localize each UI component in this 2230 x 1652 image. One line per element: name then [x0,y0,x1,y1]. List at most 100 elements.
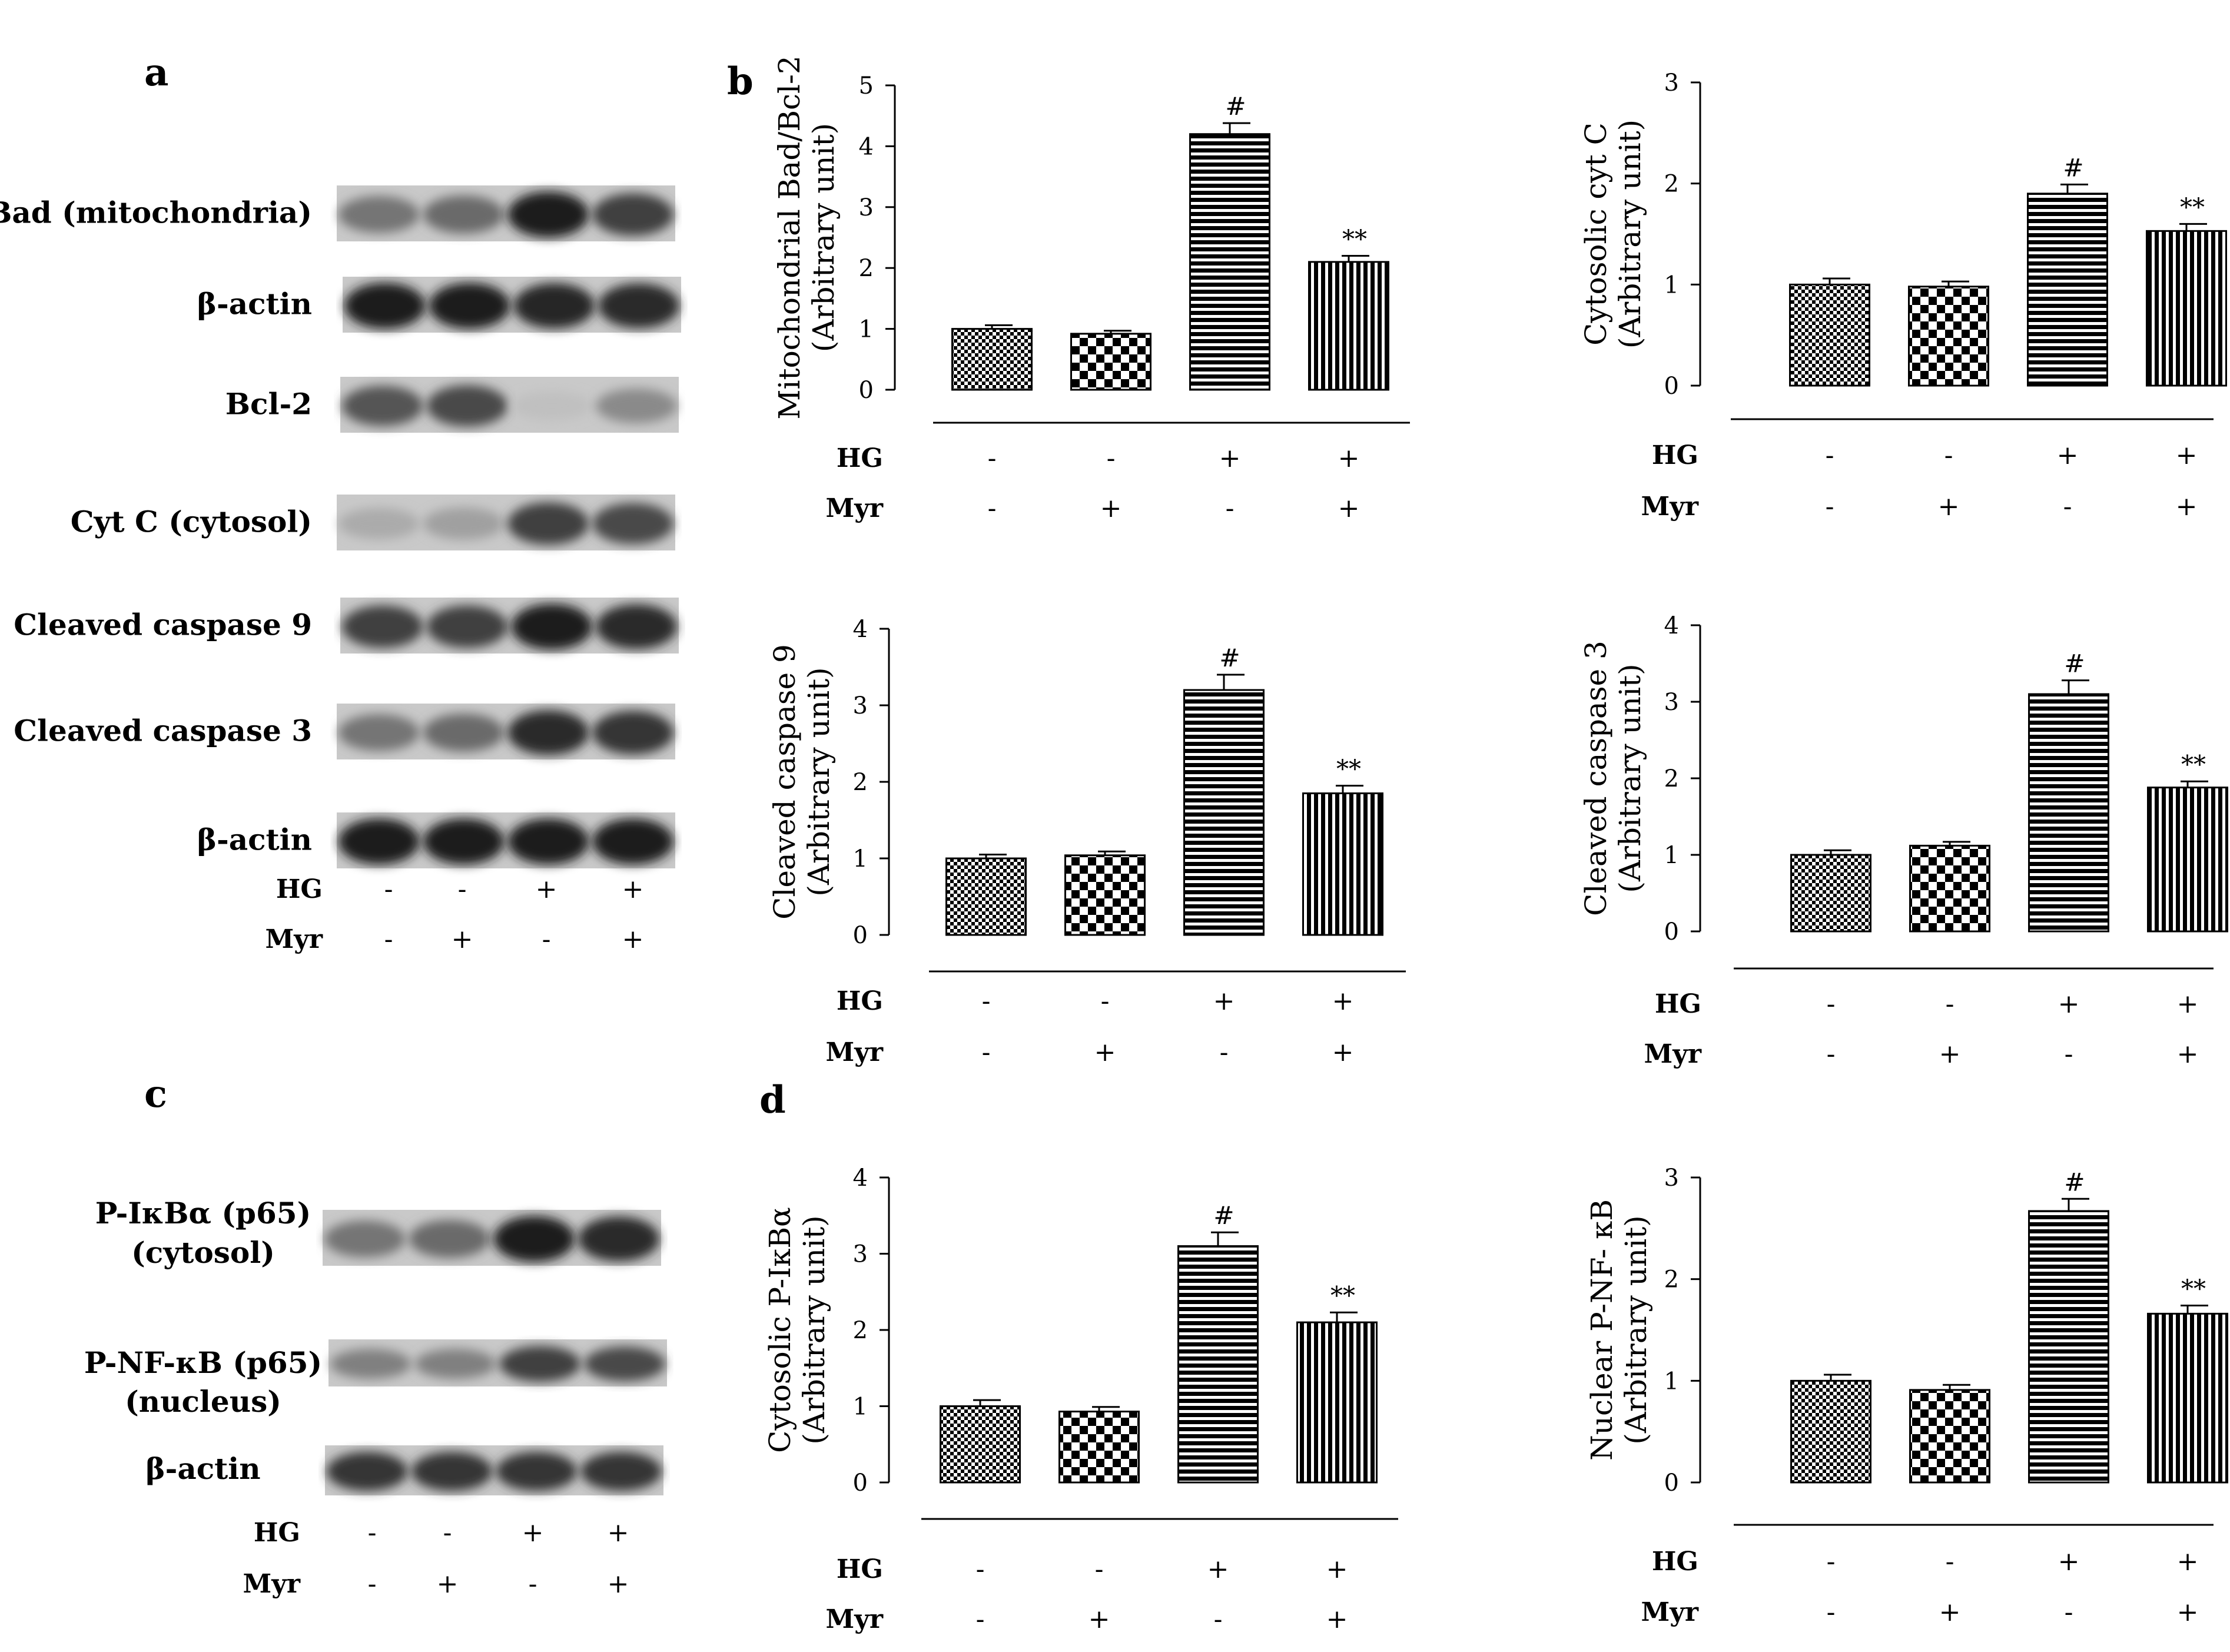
chart-2-myr-sign-1: - [1826,492,1834,522]
blot-a-1 [337,185,675,241]
blot-c-label-2-line-2: (nucleus) [125,1384,281,1419]
chart-4-tick-label-1: 1 [1664,842,1679,869]
chart-1-hg-sign-2: - [1107,443,1116,473]
chart-1-tick-label-0: 0 [859,377,874,404]
blot-c-label-2-line-1: P-NF-κB (p65) [84,1345,322,1380]
chart-1-myr-sign-2: + [1100,493,1122,523]
blot-c-1-band-3 [493,1216,575,1262]
blot-a-5-band-1 [341,605,423,648]
blot-a-label-6: Cleaved caspase 3 [14,714,312,748]
panel-label-c: c [144,1072,167,1116]
chart-5-myr-label: Myr [826,1604,884,1634]
blot-a-label-3: Bcl-2 [225,387,312,422]
chart-2-bar-1 [1789,283,1870,387]
chart-6-tick-label-2: 2 [1664,1266,1679,1293]
chart-6-ylabel-line-2: (Arbitrary unit) [1619,1215,1653,1444]
blot-c-1 [323,1210,661,1266]
chart-5-myr-sign-2: + [1089,1604,1110,1634]
blot-c-3-band-1 [326,1452,408,1491]
chart-2-hg-sign-2: - [1944,440,1953,470]
blot-a-3-band-1 [341,386,423,426]
chart-3-myr-label: Myr [826,1037,884,1067]
chart-1-hg-sign-1: - [988,443,997,473]
chart-5-ylabel: Cytosolic P-IκBα (Arbitrary unit) [763,1207,831,1453]
blot-a-7-band-1 [338,818,420,865]
blot-c-hg-label: HG [254,1518,300,1548]
chart-1-annotation-3: # [1225,92,1246,121]
blot-a-hg-sign-4: + [622,874,644,904]
chart-3-bar-3 [1183,689,1265,936]
chart-6-hg-sign-4: + [2177,1547,2199,1577]
panel-label-a: a [144,51,168,95]
chart-6-tick-label-1: 1 [1664,1368,1679,1395]
blot-a-4-band-1 [338,507,420,540]
chart-5-bar-4 [1296,1321,1378,1484]
western-blot-layer: Bad (mitochondria) β-actin Bcl-2 Cyt C (cyt… [0,185,681,1599]
chart-2-ylabel-line-2: (Arbitrary unit) [1613,120,1647,349]
chart-3-tick-label-4: 4 [853,616,868,643]
chart-4-ylabel-line-1: Cleaved caspase 3 [1579,641,1613,916]
blot-a-3-band-3 [511,391,593,421]
chart-6-bar-4 [2147,1312,2228,1484]
chart-2-tick-label-1: 1 [1664,271,1679,298]
chart-6-tick-label-3: 3 [1664,1165,1679,1192]
chart-1-tick-label-2: 2 [859,255,874,282]
chart-3-bar-1 [945,857,1027,936]
blot-a-7 [337,812,675,868]
chart-5-myr-sign-3: - [1214,1604,1223,1634]
blot-c-3-band-4 [580,1452,662,1491]
chart-6-annotation-4: ** [2181,1275,2206,1303]
chart-5-bar-2 [1058,1411,1140,1484]
chart-3: 0 1 2 3 4 Cleaved caspase 9 (Arbitrary unit) # *… [768,616,1406,1067]
chart-2-myr-label: Myr [1641,492,1699,522]
blot-a-5 [340,598,679,653]
blot-c-2-band-4 [584,1346,666,1382]
blot-a-hg-sign-2: - [458,874,467,904]
chart-2-hg-sign-4: + [2176,440,2198,470]
blot-c-label-3-line-1: β-actin [145,1451,260,1486]
chart-4-annotation-4: ** [2181,750,2206,779]
chart-5-hg-sign-3: + [1207,1554,1229,1584]
chart-2-tick-label-3: 3 [1664,69,1679,97]
blot-a-hg-sign-1: - [384,874,393,904]
chart-2-annotation-4: ** [2180,193,2205,221]
chart-1-hg-sign-3: + [1219,443,1241,473]
chart-1-myr-sign-1: - [988,493,997,523]
chart-1-bar-4 [1308,261,1389,391]
blot-c-myr-label: Myr [243,1569,301,1599]
blot-a-myr-sign-3: - [542,924,551,954]
chart-4-myr-sign-2: + [1939,1039,1961,1069]
blot-a-1-band-2 [423,195,505,234]
blot-a-4-band-4 [592,503,674,545]
blot-c-2-band-2 [414,1349,496,1379]
blot-a-label-7: β-actin [197,822,312,857]
blot-c-hg-sign-3: + [522,1518,544,1548]
blot-a-2-band-1 [344,283,426,329]
chart-2: 0 1 2 3 Cytosolic cyt C (Arbitrary unit) # ** HG… [1579,69,2227,522]
chart-1-myr-label: Myr [826,493,884,523]
blot-c-2-band-3 [499,1346,581,1382]
blot-a-7-band-3 [507,818,589,865]
blot-a-7-band-4 [592,818,674,865]
chart-3-myr-sign-1: - [982,1037,991,1067]
blot-c-myr-sign-2: + [437,1569,459,1599]
chart-1-ylabel-line-2: (Arbitrary unit) [807,123,841,352]
chart-3-tick-label-2: 2 [853,769,868,796]
chart-5-tick-label-1: 1 [853,1394,868,1421]
chart-2-annotation-3: # [2063,153,2083,182]
chart-6-myr-sign-4: + [2177,1597,2199,1627]
chart-4-tick-label-2: 2 [1664,765,1679,792]
chart-4-hg-sign-3: + [2058,989,2080,1019]
blot-a-3-band-4 [596,388,678,423]
blot-a-1-band-1 [338,196,420,233]
chart-4-annotation-3: # [2064,649,2085,678]
blot-c-2 [328,1339,667,1386]
chart-4-myr-sign-1: - [1827,1039,1836,1069]
chart-2-myr-sign-4: + [2176,492,2198,522]
chart-6-tick-label-0: 0 [1664,1469,1679,1497]
blot-a-5-band-4 [596,604,678,649]
chart-1-bar-2 [1070,333,1151,391]
blot-a-myr-sign-1: - [384,924,393,954]
